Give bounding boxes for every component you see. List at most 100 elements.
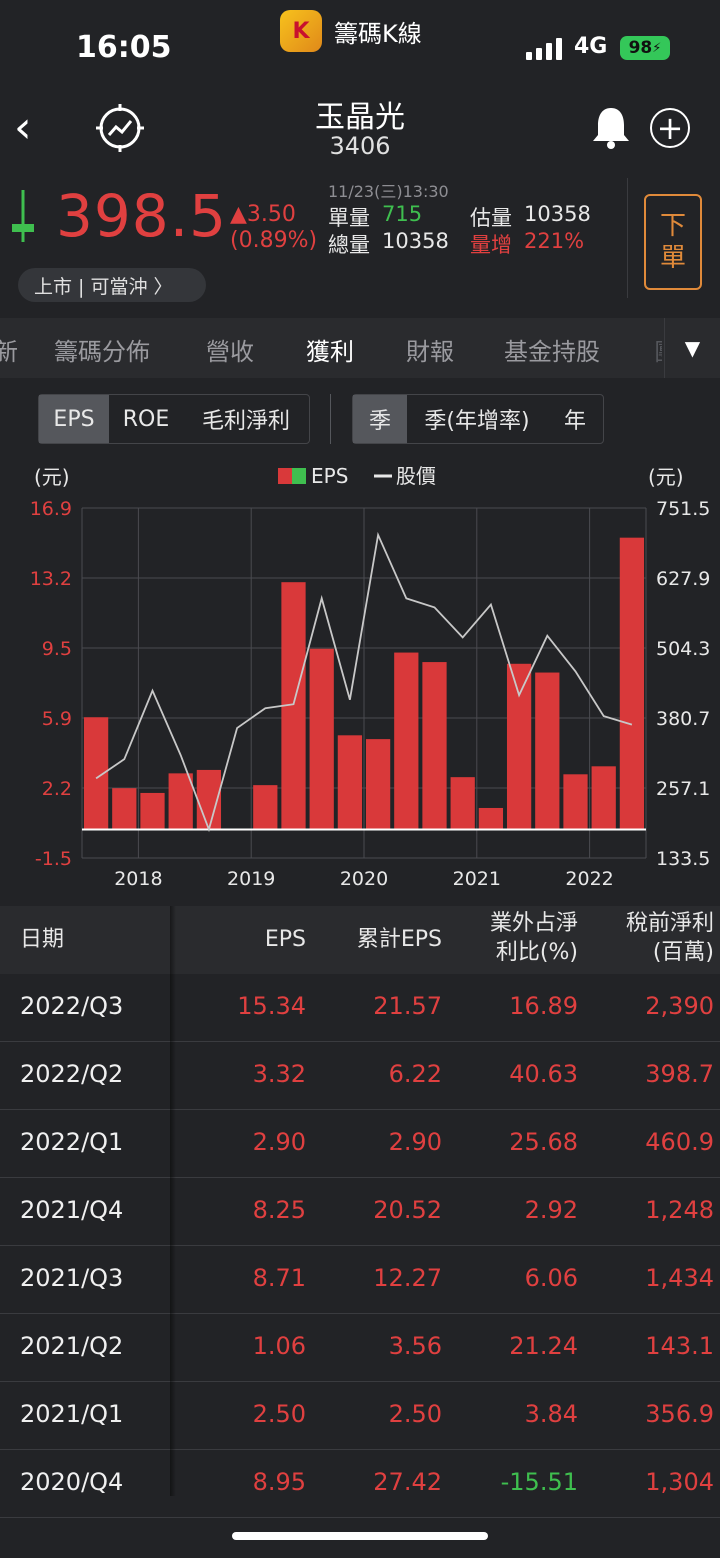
legend-price: 股價	[396, 464, 436, 488]
period-selector: 季 季(年增率) 年	[352, 394, 604, 444]
eps-bar	[563, 774, 588, 830]
header-nonop-ratio[interactable]: 業外占淨 利比(%)	[490, 910, 578, 967]
row-date: 2022/Q2	[20, 1060, 124, 1088]
signal-icon	[526, 38, 562, 60]
left-tick-label: 13.2	[30, 568, 72, 590]
row-cumulative-eps: 6.22	[388, 1060, 442, 1088]
row-nonop-ratio: 16.89	[509, 992, 578, 1020]
volume-increase-label: 量增	[470, 233, 512, 257]
eps-chart: (元) (元) EPS 股價 16.9 13.2 9.5 5.9 2.2 -1.5 751…	[30, 464, 711, 890]
header-eps[interactable]: EPS	[264, 927, 306, 952]
right-axis-unit: (元)	[648, 465, 684, 489]
table-row[interactable]: 2021/Q3 8.71 12.27 6.06 1,434	[0, 1246, 720, 1314]
tab-fund-holdings[interactable]: 基金持股	[504, 338, 600, 366]
metric-selector: EPS ROE 毛利淨利	[38, 394, 310, 444]
tab-more-dropdown-icon[interactable]: ▼	[664, 318, 720, 378]
row-date: 2021/Q1	[20, 1400, 124, 1428]
divider	[627, 178, 628, 298]
header-cumulative-eps[interactable]: 累計EPS	[356, 927, 442, 952]
row-pretax-income: 1,304	[645, 1468, 714, 1496]
battery-icon: 98 ⚡	[620, 36, 670, 60]
network-type: 4G	[574, 34, 608, 59]
single-volume-label: 單量	[328, 206, 370, 230]
row-eps: 8.71	[252, 1264, 306, 1292]
row-nonop-ratio: 2.92	[524, 1196, 578, 1224]
table-row[interactable]: 2022/Q1 2.90 2.90 25.68 460.9	[0, 1110, 720, 1178]
left-tick-label: -1.5	[35, 848, 72, 870]
row-nonop-ratio: 21.24	[509, 1332, 578, 1360]
table-row[interactable]: 2020/Q4 8.95 27.42 -15.51 1,304	[0, 1450, 720, 1518]
header-date[interactable]: 日期	[20, 927, 65, 952]
tab-financials[interactable]: 財報	[406, 338, 454, 366]
row-pretax-income: 2,390	[645, 992, 714, 1020]
row-eps: 8.25	[252, 1196, 306, 1224]
legend-eps: EPS	[311, 464, 348, 488]
eps-bar	[591, 766, 616, 830]
table-row[interactable]: 2021/Q1 2.50 2.50 3.84 356.9	[0, 1382, 720, 1450]
eps-bar	[535, 672, 560, 830]
header-pretax-income[interactable]: 稅前淨利 (百萬)	[626, 910, 714, 967]
x-tick-label: 2022	[565, 868, 613, 890]
eps-bar	[506, 663, 532, 830]
eps-bar	[478, 807, 504, 830]
row-nonop-ratio: 6.06	[524, 1264, 578, 1292]
eps-bar	[140, 792, 165, 830]
market-status-pill[interactable]: 上市 | 可當沖 〉	[18, 268, 206, 302]
period-quarter-yoy[interactable]: 季(年增率)	[424, 409, 530, 434]
table-row[interactable]: 2022/Q2 3.32 6.22 40.63 398.7	[0, 1042, 720, 1110]
table-row[interactable]: 2021/Q4 8.25 20.52 2.92 1,248	[0, 1178, 720, 1246]
metric-roe[interactable]: ROE	[122, 406, 170, 432]
tab-news[interactable]: 新	[0, 338, 18, 366]
row-cumulative-eps: 12.27	[373, 1264, 442, 1292]
period-quarter[interactable]: 季	[353, 395, 407, 443]
estimated-volume-label: 估量	[470, 206, 512, 230]
right-tick-label: 751.5	[656, 498, 710, 520]
trend-target-icon[interactable]	[94, 102, 146, 154]
metric-eps[interactable]: EPS	[39, 395, 109, 443]
row-cumulative-eps: 2.50	[388, 1400, 442, 1428]
row-date: 2022/Q3	[20, 992, 124, 1020]
volume-increase: 221%	[524, 229, 585, 253]
header-nonop-line2: 利比(%)	[495, 939, 578, 965]
row-pretax-income: 460.9	[645, 1128, 714, 1156]
home-indicator[interactable]	[232, 1532, 488, 1540]
legend-bar-swatch-green	[292, 468, 306, 484]
eps-bar	[112, 788, 137, 830]
header-pretax-line1: 稅前淨利	[625, 911, 714, 936]
left-tick-label: 2.2	[42, 778, 72, 800]
eps-bar	[168, 773, 193, 830]
bell-icon[interactable]	[590, 104, 632, 150]
row-cumulative-eps: 27.42	[373, 1468, 442, 1496]
metric-margin[interactable]: 毛利淨利	[201, 409, 290, 434]
eps-bar	[365, 739, 391, 830]
place-order-button[interactable]: 下 單	[644, 194, 702, 290]
period-year[interactable]: 年	[563, 409, 586, 434]
legend-bar-swatch-red	[278, 468, 292, 484]
table-row[interactable]: 2021/Q2 1.06 3.56 21.24 143.1	[0, 1314, 720, 1382]
header-pretax-line2: (百萬)	[652, 939, 714, 965]
price-change-percent: (0.89%)	[230, 228, 318, 253]
row-date: 2020/Q4	[20, 1468, 124, 1496]
row-eps: 2.90	[252, 1128, 306, 1156]
row-cumulative-eps: 21.57	[373, 992, 442, 1020]
table-header: 日期 EPS 累計EPS 業外占淨 利比(%) 稅前淨利 (百萬)	[0, 906, 720, 974]
tab-revenue[interactable]: 營收	[206, 338, 254, 366]
eps-bar	[309, 648, 334, 830]
row-eps: 15.34	[237, 992, 306, 1020]
tab-chip-distribution[interactable]: 籌碼分佈	[54, 338, 150, 366]
eps-bar	[253, 785, 278, 830]
add-watchlist-icon[interactable]: +	[650, 108, 690, 148]
quote-timestamp: 11/23(三)13:30	[328, 182, 449, 201]
app-logo-icon: K	[280, 10, 322, 52]
segment-divider	[330, 394, 331, 444]
back-chevron-icon[interactable]: ‹	[14, 102, 32, 153]
row-eps: 2.50	[252, 1400, 306, 1428]
price-change: ▲3.50	[230, 202, 296, 227]
tab-group[interactable]: 團	[654, 332, 662, 367]
battery-level: 98	[628, 38, 653, 58]
total-volume-label: 總量	[328, 233, 370, 257]
left-tick-label: 16.9	[30, 498, 72, 520]
table-row[interactable]: 2022/Q3 15.34 21.57 16.89 2,390	[0, 974, 720, 1042]
tab-profit[interactable]: 獲利	[306, 338, 354, 366]
row-date: 2021/Q3	[20, 1264, 124, 1292]
